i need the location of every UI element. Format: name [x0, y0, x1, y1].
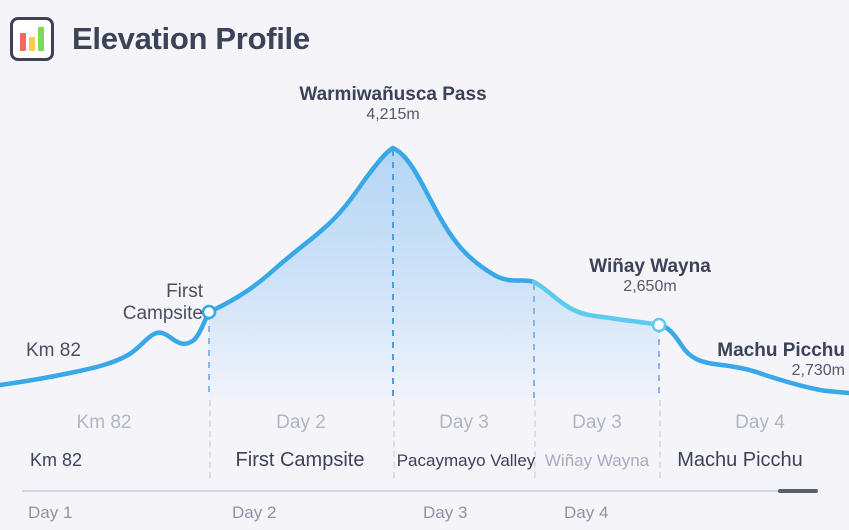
marker-winay-wayna[interactable] [651, 317, 667, 333]
day-axis-rule [22, 490, 784, 492]
band-day-3-winay: Day 3 [572, 412, 622, 433]
band-divider [393, 400, 395, 478]
page-title: Elevation Profile [72, 21, 310, 56]
elevation-line-final [656, 322, 849, 396]
band-day-4: Day 4 [735, 412, 785, 433]
band-place-km82: Km 82 [29, 450, 83, 470]
day-axis-tick-1: Day 1 [28, 503, 73, 522]
bar-chart-icon [10, 17, 54, 61]
day-axis-scrollbar-thumb[interactable] [778, 489, 818, 493]
annotation-km82: Km 82 [26, 340, 81, 361]
band-day-km82: Km 82 [76, 412, 132, 433]
bar-chart-icon-bar-yellow [29, 37, 35, 51]
marker-first-campsite[interactable] [201, 304, 217, 320]
annotation-first-campsite-line1: First [166, 281, 203, 302]
elevation-line-valley [531, 279, 662, 328]
day-axis-tick-2: Day 2 [232, 503, 277, 522]
annotation-first-campsite-line2: Campsite [122, 303, 203, 325]
band-day-3-pacaymayo: Day 3 [439, 412, 489, 433]
annotation-machu-picchu: Machu Picchu 2,730m [717, 340, 845, 381]
day-axis-tick-3: Day 3 [423, 503, 468, 522]
elevation-chart: Km 82 First Campsite Warmiwañusca Pass 4… [0, 78, 849, 398]
bar-chart-icon-bar-green [38, 27, 44, 51]
band-divider [534, 400, 536, 478]
band-day-2: Day 2 [276, 412, 326, 433]
band-divider [209, 400, 211, 478]
annotation-machu-picchu-altitude: 2,730m [791, 362, 845, 380]
waypoint-label-band: Km 82 Day 2 Day 3 Day 3 Day 4 Km 82 Firs… [0, 398, 849, 480]
elevation-line-ascent [206, 145, 396, 315]
band-place-winay-wayna: Wiñay Wayna [544, 451, 650, 470]
band-divider [659, 400, 661, 478]
elevation-line-approach [0, 309, 212, 388]
annotation-machu-picchu-name: Machu Picchu [717, 340, 845, 361]
day-axis-tick-4: Day 4 [564, 503, 609, 522]
band-place-machu-picchu: Machu Picchu [677, 449, 803, 471]
band-place-pacaymayo-valley: Pacaymayo Valley [396, 451, 536, 470]
annotation-winay-wayna-name: Wiñay Wayna [589, 256, 711, 277]
elevation-line-descent [390, 145, 537, 285]
annotation-warmiwanusca-pass-name: Warmiwañusca Pass [299, 84, 487, 105]
band-place-first-campsite: First Campsite [235, 449, 365, 471]
day-axis: Day 1 Day 2 Day 3 Day 4 [0, 484, 849, 530]
annotation-winay-wayna-altitude: 2,650m [623, 278, 677, 296]
annotation-first-campsite: First Campsite [123, 281, 203, 326]
annotation-warmiwanusca-pass: Warmiwañusca Pass 4,215m [299, 84, 486, 125]
elevation-chart-svg [0, 145, 849, 398]
elevation-area-fill [209, 148, 659, 398]
app-header: Elevation Profile [0, 0, 849, 78]
annotation-winay-wayna: Wiñay Wayna 2,650m [589, 256, 711, 297]
annotation-warmiwanusca-pass-altitude: 4,215m [366, 106, 420, 124]
bar-chart-icon-bar-red [20, 33, 26, 51]
